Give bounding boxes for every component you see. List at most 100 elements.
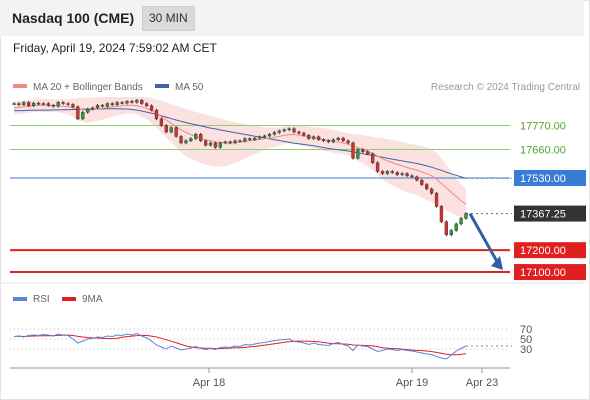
candle xyxy=(194,132,198,140)
candle xyxy=(115,101,119,106)
candle xyxy=(321,138,326,143)
candle xyxy=(51,104,55,108)
candle xyxy=(22,101,26,106)
candle xyxy=(287,127,291,132)
candle xyxy=(31,101,36,108)
candle xyxy=(233,139,237,145)
candle xyxy=(105,102,110,108)
candle xyxy=(41,102,46,106)
candle xyxy=(439,205,444,224)
header-bar: Nasdaq 100 (CME) 30 MIN xyxy=(0,0,584,36)
candle xyxy=(356,148,360,160)
candle xyxy=(12,102,16,105)
ma20-legend-label: MA 20 + Bollinger Bands xyxy=(33,82,143,93)
candle xyxy=(110,102,114,106)
candle xyxy=(420,178,424,186)
candle xyxy=(27,101,31,108)
candle xyxy=(56,101,60,108)
candle xyxy=(302,131,306,137)
candle xyxy=(464,212,468,220)
candle xyxy=(223,140,227,145)
candle xyxy=(164,124,168,134)
candle xyxy=(120,101,124,105)
candle xyxy=(297,130,301,135)
candle xyxy=(184,139,188,145)
candle xyxy=(267,132,272,138)
candle xyxy=(415,175,419,182)
candle xyxy=(174,126,178,138)
candle xyxy=(76,105,80,121)
candle xyxy=(61,101,65,105)
candle xyxy=(380,170,385,175)
candle xyxy=(444,220,449,237)
candle xyxy=(395,171,399,176)
candle xyxy=(130,100,134,104)
candle xyxy=(149,104,154,112)
candle xyxy=(410,174,414,179)
candle xyxy=(282,128,286,133)
candle xyxy=(312,135,316,140)
candle xyxy=(135,98,139,104)
candle xyxy=(346,139,350,145)
candle xyxy=(336,136,340,141)
x-tick-label: Apr 18 xyxy=(193,377,225,389)
rsi-tick-label: 50 xyxy=(520,334,532,346)
rsi-legend-swatch xyxy=(13,297,27,301)
candle xyxy=(385,170,390,175)
x-tick-label: Apr 19 xyxy=(396,377,428,389)
candle xyxy=(86,107,90,114)
candle xyxy=(331,138,336,144)
candle xyxy=(370,152,375,164)
x-tick-label: Apr 23 xyxy=(466,377,498,389)
candle xyxy=(434,191,439,208)
rsi-tick-label: 70 xyxy=(520,324,532,336)
candle xyxy=(71,103,75,109)
candle xyxy=(375,161,380,173)
candle xyxy=(125,100,129,105)
candle xyxy=(100,104,105,108)
candle xyxy=(449,229,453,237)
candle xyxy=(140,98,144,105)
candle xyxy=(81,111,85,121)
candle xyxy=(46,102,51,107)
ma20-legend-swatch xyxy=(13,84,27,88)
ma50-legend-swatch xyxy=(155,84,169,88)
candle xyxy=(199,132,203,143)
candle xyxy=(257,135,262,140)
rsi-line xyxy=(13,332,467,360)
candle xyxy=(277,129,281,134)
candle xyxy=(17,102,21,106)
candle xyxy=(253,136,257,141)
forecast-arrowhead xyxy=(491,256,503,271)
bollinger-band xyxy=(14,97,466,220)
candle xyxy=(228,140,232,145)
candle xyxy=(213,141,218,149)
level-label: 17770.00 xyxy=(520,120,566,132)
candle xyxy=(95,104,100,110)
candle xyxy=(238,139,242,143)
candle xyxy=(243,137,247,143)
candle xyxy=(405,172,409,178)
forecast-arrow xyxy=(468,212,501,266)
candle xyxy=(366,150,370,156)
candle xyxy=(351,141,355,160)
ma9-legend-label: 9MA xyxy=(82,294,103,305)
candle xyxy=(272,131,277,136)
timeframe-button[interactable]: 30 MIN xyxy=(142,6,195,31)
ma50-legend-label: MA 50 xyxy=(175,82,204,93)
level-label: 17100.00 xyxy=(520,267,566,279)
timestamp: Friday, April 19, 2024 7:59:02 AM CET xyxy=(13,41,217,55)
ma9-legend-swatch xyxy=(62,297,76,301)
candle xyxy=(203,139,208,147)
rsi-tick-label: 30 xyxy=(520,344,532,356)
level-label: 17660.00 xyxy=(520,145,566,157)
candle xyxy=(292,127,296,134)
candle xyxy=(429,187,434,195)
candle xyxy=(144,102,149,108)
candle xyxy=(66,102,70,106)
candle xyxy=(36,101,41,106)
last-price-tag xyxy=(514,205,586,222)
candle xyxy=(179,135,183,145)
candle xyxy=(218,141,223,149)
